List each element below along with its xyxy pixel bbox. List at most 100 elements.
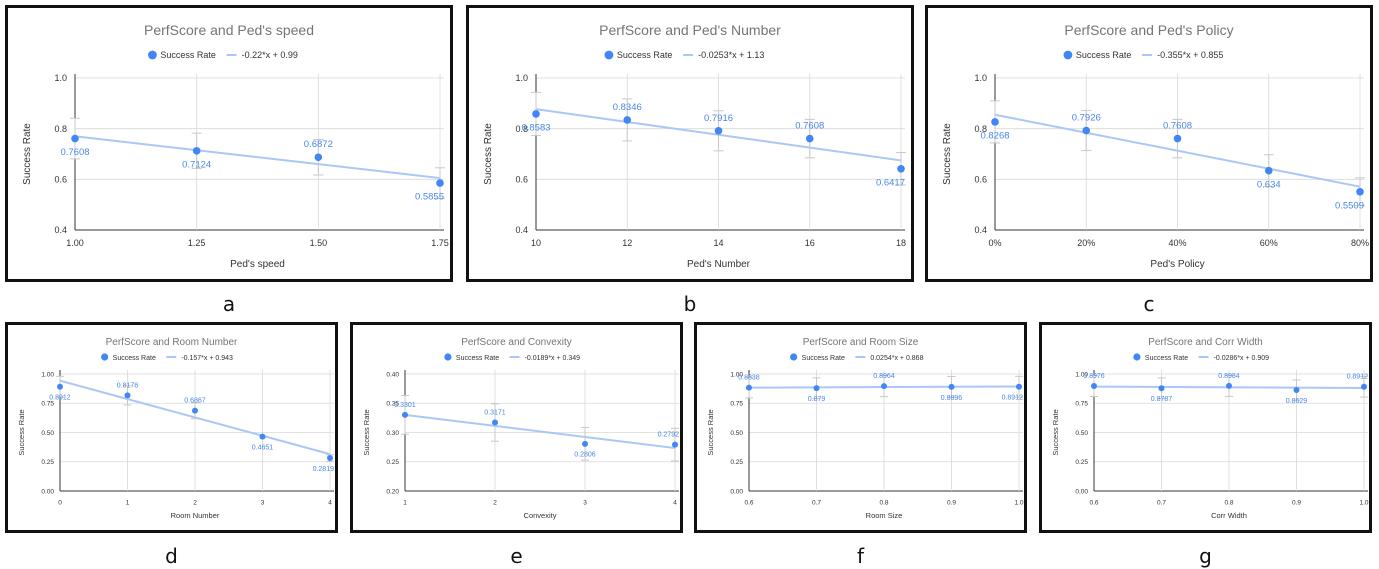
y-tick-label: 0.6 <box>974 174 987 184</box>
x-axis-title: Ped's Policy <box>1150 259 1204 270</box>
panel-letter: f <box>856 544 865 568</box>
y-tick-label: 1.0 <box>974 73 987 83</box>
legend-marker <box>444 353 452 361</box>
x-tick-label: 14 <box>713 238 723 248</box>
y-axis-title: Success Rate <box>362 409 371 455</box>
data-label: 0.8896 <box>941 395 963 402</box>
chart-svg: PerfScore and Corr Width Success Rate -0.0… <box>1051 337 1369 520</box>
data-label: 0.2819 <box>313 466 335 473</box>
chart-title: PerfScore and Room Size <box>803 337 919 348</box>
x-axis-title: Corr Width <box>1211 511 1247 520</box>
data-point <box>623 116 632 124</box>
y-tick-label: 0.8 <box>54 124 67 134</box>
x-axis-title: Convexity <box>524 511 557 520</box>
data-label: 0.2806 <box>574 452 596 459</box>
y-tick-label: 0.25 <box>41 459 54 466</box>
y-tick-label: 0.75 <box>41 401 54 408</box>
data-label: 0.879 <box>808 396 826 403</box>
chart-svg: PerfScore and Convexity Success Rate -0.01… <box>362 337 679 520</box>
y-tick-label: 0.25 <box>1075 459 1088 466</box>
data-point <box>402 411 408 418</box>
legend-trend-label: -0.0253*x + 1.13 <box>698 50 764 60</box>
data-label: 0.6867 <box>184 398 206 405</box>
panel-letter: c <box>1143 292 1155 316</box>
x-tick-label: 1 <box>126 500 130 507</box>
y-tick-label: 0.35 <box>386 401 399 408</box>
x-tick-label: 40% <box>1168 238 1186 248</box>
x-tick-label: 1.25 <box>188 238 206 248</box>
y-axis-title: Success Rate <box>1051 409 1060 455</box>
data-point <box>897 164 905 173</box>
data-label: 0.8984 <box>1218 373 1240 380</box>
data-point <box>57 383 63 390</box>
data-label: 0.8629 <box>1286 398 1308 405</box>
data-label: 0.3301 <box>394 402 416 409</box>
data-point <box>314 153 323 162</box>
x-tick-label: 2 <box>493 500 497 507</box>
legend: Success Rate -0.0253*x + 1.13 <box>604 50 764 60</box>
chart-title: PerfScore and Room Number <box>106 337 238 348</box>
y-tick-label: 0.75 <box>730 401 743 408</box>
data-point <box>1173 134 1182 143</box>
x-tick-label: 1 <box>403 500 407 507</box>
x-tick-label: 3 <box>261 500 265 507</box>
y-tick-label: 0.00 <box>730 488 743 495</box>
y-tick-label: 1.00 <box>1075 371 1088 378</box>
x-tick-label: 0 <box>58 500 62 507</box>
x-axis-title: Room Number <box>171 511 220 520</box>
chart-svg: PerfScore and Ped's speed Success Rate -0.… <box>22 22 449 270</box>
y-tick-label: 0.40 <box>386 371 399 378</box>
data-label: 0.7926 <box>1072 113 1101 124</box>
y-tick-label: 0.25 <box>730 459 743 466</box>
data-point <box>1293 387 1300 394</box>
legend: Success Rate -0.22*x + 0.99 <box>148 50 298 60</box>
legend: Success Rate -0.0286*x + 0.909 <box>1133 353 1269 362</box>
x-tick-label: 2 <box>193 500 197 507</box>
x-tick-label: 0% <box>988 238 1001 248</box>
chart-title: PerfScore and Ped's Number <box>599 22 781 38</box>
data-label: 0.8178 <box>117 382 139 389</box>
x-axis-title: Room Size <box>866 511 903 520</box>
legend-series-label: Success Rate <box>802 355 845 362</box>
data-point <box>672 441 678 448</box>
legend-marker <box>604 50 614 60</box>
x-tick-label: 20% <box>1077 238 1095 248</box>
data-point <box>259 433 266 440</box>
data-point <box>1091 382 1097 389</box>
chart-svg: PerfScore and Ped's Policy Success Rate -0… <box>942 22 1369 270</box>
x-tick-label: 4 <box>673 500 677 507</box>
data-point <box>582 440 588 447</box>
y-tick-label: 0.6 <box>515 174 528 184</box>
x-tick-label: 12 <box>622 238 632 248</box>
y-tick-label: 0.4 <box>54 225 67 235</box>
x-tick-label: 4 <box>328 500 332 507</box>
chart-title: PerfScore and Convexity <box>461 337 572 348</box>
data-label: 0.7916 <box>704 113 733 124</box>
chart-svg: PerfScore and Room Number Success Rate -0.… <box>17 337 335 520</box>
data-label: 0.7124 <box>182 160 211 171</box>
data-label: 0.4651 <box>252 444 274 451</box>
y-tick-label: 0.8 <box>515 124 528 134</box>
data-point <box>436 179 444 187</box>
chart-panel-b: PerfScore and Ped's Number Success Rate -0… <box>466 5 914 282</box>
data-label: 0.8268 <box>980 131 1009 142</box>
data-label: 0.8976 <box>1083 373 1105 380</box>
legend-marker <box>790 353 798 361</box>
data-point <box>192 407 198 414</box>
data-label: 0.8346 <box>613 102 642 113</box>
legend: Success Rate -0.355*x + 0.855 <box>1063 50 1223 60</box>
data-point <box>327 455 333 462</box>
y-tick-label: 0.8 <box>974 124 987 134</box>
chart-panel-d: PerfScore and Room Number Success Rate -0.… <box>5 322 338 533</box>
legend-series-label: Success Rate <box>1076 50 1132 60</box>
x-tick-label: 0.7 <box>1157 500 1166 507</box>
data-point <box>532 110 540 118</box>
data-point <box>1226 382 1232 389</box>
y-tick-label: 0.00 <box>1075 488 1088 495</box>
data-label: 0.8912 <box>1347 374 1369 381</box>
legend-marker <box>148 50 157 60</box>
y-axis-title: Success Rate <box>22 123 33 185</box>
x-tick-label: 0.7 <box>812 500 821 507</box>
legend-trend-label: -0.157*x + 0.943 <box>181 355 233 362</box>
x-axis-title: Ped's Number <box>687 259 751 270</box>
